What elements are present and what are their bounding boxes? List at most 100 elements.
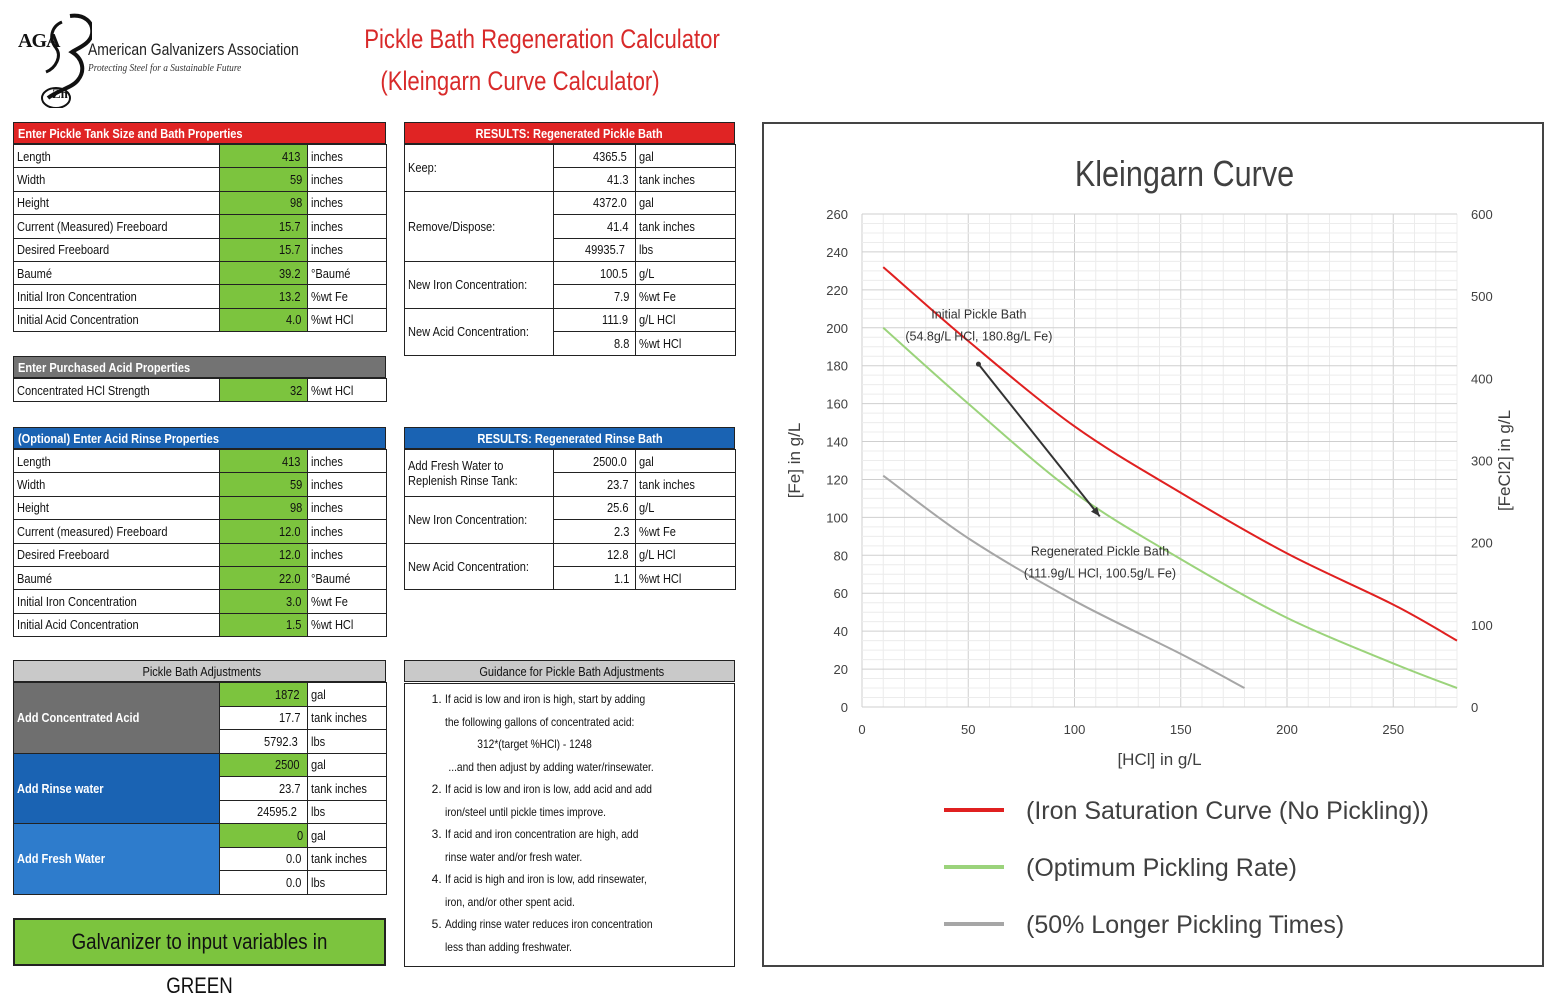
- input-value[interactable]: 1.5: [219, 612, 308, 638]
- unit-label: %wt HCl: [307, 378, 387, 402]
- x-tick-label: 200: [1276, 722, 1298, 737]
- unit-label: inches: [307, 190, 387, 216]
- input-value[interactable]: 22.0: [219, 565, 308, 591]
- result-value: 17.7: [219, 705, 308, 730]
- results-rinse-table: Add Fresh Water to Replenish Rinse Tank: 2…: [403, 448, 737, 591]
- row-label: Desired Freeboard: [13, 542, 220, 567]
- y-tick-label: 240: [826, 245, 848, 260]
- table-row: Current (measured) Freeboard 12.0 inches: [13, 519, 387, 544]
- y2-tick-label: 500: [1471, 289, 1493, 304]
- results-rinse-header: RESULTS: Regenerated Rinse Bath: [404, 427, 735, 449]
- result-value: 25.6: [553, 495, 637, 521]
- input-value[interactable]: 413: [219, 143, 308, 169]
- y-tick-label: 60: [834, 586, 848, 601]
- table-row: Baumé 22.0 °Baumé: [13, 565, 387, 591]
- y2-tick-label: 200: [1471, 536, 1493, 551]
- table-row: Length 413 inches: [13, 143, 387, 169]
- chart-svg: Kleingarn Curve 0 50 100 150 200 250 0 20 40 60 80 1…: [785, 155, 1514, 939]
- unit-label: g/L HCl: [635, 542, 737, 567]
- result-value: 2.3: [553, 519, 637, 544]
- result-value: 24595.2: [219, 799, 308, 824]
- result-value[interactable]: 1872: [219, 682, 308, 707]
- input-value[interactable]: 59: [219, 472, 308, 497]
- row-label: Concentrated HCl Strength: [13, 378, 220, 402]
- group-label: Remove/Dispose:: [403, 190, 555, 262]
- logo-element: Zn: [52, 86, 68, 101]
- acid-header: Enter Purchased Acid Properties: [13, 356, 386, 378]
- x-axis-label: [HCl] in g/L: [1117, 750, 1201, 769]
- input-value[interactable]: 3.0: [219, 589, 308, 614]
- unit-label: %wt HCl: [307, 612, 387, 638]
- group-label: New Iron Concentration:: [403, 260, 555, 309]
- unit-label: g/L HCl: [635, 307, 737, 333]
- input-value[interactable]: 39.2: [219, 260, 308, 286]
- guidance-item: If acid is low and iron is low, add acid…: [445, 778, 734, 823]
- row-label: Current (Measured) Freeboard: [13, 214, 220, 239]
- guidance-item: If acid and iron concentration are high,…: [445, 823, 734, 868]
- tank-table: Length 413 inches Width 59 inches Height 98 inch…: [13, 143, 387, 333]
- kleingarn-chart: Kleingarn Curve 0 50 100 150 200 250 0 20 40 60 80 1…: [762, 122, 1544, 967]
- unit-label: inches: [307, 214, 387, 239]
- input-value[interactable]: 12.0: [219, 542, 308, 567]
- input-value[interactable]: 98: [219, 495, 308, 521]
- row-label: Height: [13, 495, 220, 521]
- regeneration-arrow: [977, 363, 1101, 518]
- rinse-header: (Optional) Enter Acid Rinse Properties: [13, 427, 386, 449]
- table-row: New Acid Concentration: 12.8 g/L HCl: [403, 542, 737, 591]
- guidance-item: If acid is high and iron is low, add rin…: [445, 868, 734, 913]
- unit-label: lbs: [307, 870, 387, 895]
- row-label: Length: [13, 143, 220, 169]
- logo-mark: AGA: [18, 30, 60, 52]
- aga-logo: AGA Zn American Galvanizers Association …: [12, 8, 312, 108]
- unit-label: inches: [307, 143, 387, 169]
- unit-label: tank inches: [635, 167, 737, 192]
- table-row: Concentrated HCl Strength 32 %wt HCl: [13, 378, 387, 402]
- unit-label: %wt Fe: [307, 284, 387, 309]
- input-value[interactable]: 32: [219, 378, 308, 402]
- result-value: 23.7: [553, 472, 637, 497]
- chart-title: Kleingarn Curve: [1075, 155, 1294, 195]
- result-value: 100.5: [553, 260, 637, 286]
- row-label: Initial Acid Concentration: [13, 307, 220, 333]
- input-value[interactable]: 13.2: [219, 284, 308, 309]
- unit-label: %wt Fe: [635, 284, 737, 309]
- group-label: New Iron Concentration:: [403, 495, 555, 544]
- table-row: Initial Acid Concentration 4.0 %wt HCl: [13, 307, 387, 333]
- results-pickle-table: Keep: 4365.5 gal 41.3 tank inches Remove/Disp…: [403, 143, 737, 356]
- unit-label: gal: [635, 143, 737, 169]
- table-row: Height 98 inches: [13, 190, 387, 216]
- input-value[interactable]: 12.0: [219, 519, 308, 544]
- result-value[interactable]: 0: [219, 823, 308, 848]
- row-label: Baumé: [13, 260, 220, 286]
- input-value[interactable]: 15.7: [219, 214, 308, 239]
- y2-tick-label: 600: [1471, 207, 1493, 222]
- adjustments-header: Pickle Bath Adjustments: [13, 660, 386, 682]
- y2-axis-label: [FeCl2] in g/L: [1495, 410, 1514, 511]
- page-subtitle: (Kleingarn Curve Calculator): [380, 66, 660, 96]
- unit-label: inches: [307, 237, 387, 262]
- table-row: Current (Measured) Freeboard 15.7 inches: [13, 214, 387, 239]
- table-row: 41.4 tank inches: [405, 214, 737, 239]
- table-row: Initial Acid Concentration 1.5 %wt HCl: [13, 612, 387, 638]
- result-value: 12.8: [553, 542, 637, 567]
- table-row: Height 98 inches: [13, 495, 387, 521]
- input-value[interactable]: 413: [219, 448, 308, 474]
- row-label: Length: [13, 448, 220, 474]
- row-label: Initial Iron Concentration: [13, 589, 220, 614]
- input-value[interactable]: 59: [219, 167, 308, 192]
- y-tick-label: 200: [826, 321, 848, 336]
- table-row: Add Fresh Water 0 gal: [13, 823, 387, 895]
- y2-tick-label: 100: [1471, 618, 1493, 633]
- result-value[interactable]: 2500: [219, 752, 308, 777]
- input-value[interactable]: 4.0: [219, 307, 308, 333]
- unit-label: inches: [307, 472, 387, 497]
- row-label: Height: [13, 190, 220, 216]
- result-value: 1.1: [553, 565, 637, 591]
- table-row: Add Rinse water 2500 gal: [13, 752, 387, 824]
- result-value: 5792.3: [219, 729, 308, 754]
- unit-label: inches: [307, 519, 387, 544]
- input-value[interactable]: 98: [219, 190, 308, 216]
- unit-label: inches: [307, 495, 387, 521]
- input-value[interactable]: 15.7: [219, 237, 308, 262]
- result-value: 111.9: [553, 307, 637, 333]
